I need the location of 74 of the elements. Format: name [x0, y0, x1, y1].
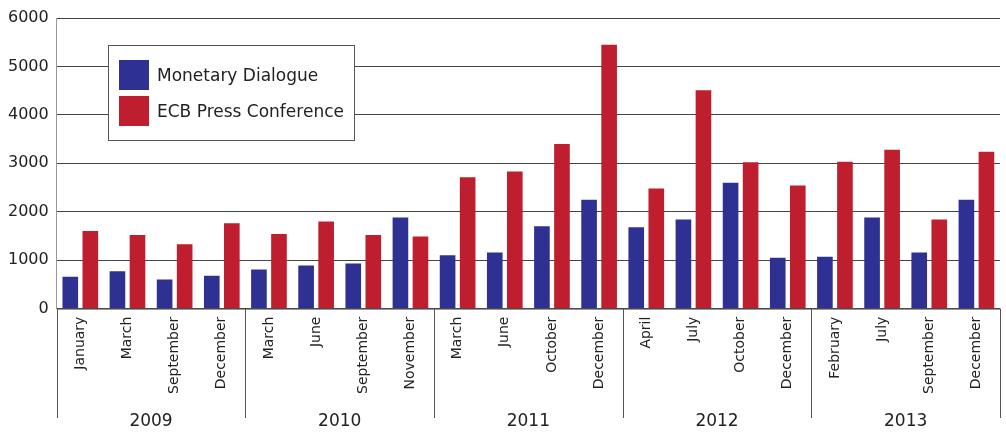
bar	[392, 217, 409, 309]
legend-label: ECB Press Conference	[157, 101, 344, 121]
bar	[224, 223, 240, 309]
x-tick-label: December	[967, 316, 984, 390]
x-tick-label: December	[212, 316, 229, 390]
y-tick-label: 4000	[8, 104, 49, 124]
bar	[789, 185, 806, 309]
text: 2011	[506, 410, 550, 431]
bar	[817, 256, 833, 309]
bar	[318, 221, 334, 309]
bar	[298, 265, 314, 309]
bar	[271, 234, 287, 309]
bar	[958, 199, 975, 309]
bar	[884, 149, 900, 309]
bar	[978, 151, 995, 309]
bar	[203, 275, 220, 309]
x-tick-label: February	[825, 316, 842, 379]
x-tick-label: November	[401, 316, 418, 390]
x-tick-label: September	[353, 316, 370, 395]
x-tick-label: March	[259, 316, 276, 360]
y-tick-label: 1000	[8, 249, 49, 269]
bar	[486, 252, 503, 309]
bar	[82, 231, 99, 309]
bar	[251, 269, 267, 309]
x-tick-label: March	[448, 316, 465, 360]
bar	[439, 255, 456, 309]
bar	[675, 219, 692, 309]
bar	[412, 236, 429, 309]
x-tick-label: March	[118, 316, 135, 360]
bar	[156, 279, 173, 309]
bar	[722, 182, 739, 309]
bar	[109, 271, 126, 309]
y-tick-label: 6000	[8, 7, 49, 27]
x-tick-label: December	[589, 316, 606, 390]
bar	[742, 162, 759, 309]
y-tick-label: 3000	[8, 152, 49, 172]
bar	[129, 234, 146, 309]
bar	[628, 227, 645, 309]
text: 2010	[318, 410, 362, 431]
bar	[534, 226, 550, 309]
x-tick-label: July	[684, 316, 701, 343]
text: 2012	[695, 410, 739, 431]
y-tick-label: 0	[38, 297, 49, 317]
x-tick-label: September	[919, 316, 936, 395]
bar	[554, 143, 570, 309]
bar	[648, 188, 665, 309]
bar	[601, 44, 617, 309]
x-tick-label: January	[70, 316, 87, 371]
x-tick-label: June	[495, 316, 512, 349]
bar	[769, 257, 786, 309]
bar	[176, 244, 193, 309]
y-tick-label: 2000	[8, 200, 49, 220]
legend-label: Monetary Dialogue	[157, 65, 319, 85]
bar	[506, 171, 523, 309]
y-tick-label: 5000	[8, 55, 49, 75]
bar	[459, 177, 476, 309]
bar	[864, 217, 880, 309]
bar	[695, 90, 712, 309]
x-tick-label: October	[731, 316, 748, 373]
x-tick-label: September	[165, 316, 182, 395]
bar	[911, 252, 928, 309]
x-tick-label: October	[542, 316, 559, 373]
bar	[345, 263, 362, 309]
text: 2009	[129, 410, 173, 431]
x-tick-label: December	[778, 316, 795, 390]
bar	[365, 234, 382, 309]
x-tick-label: April	[636, 316, 653, 349]
bar	[581, 199, 597, 309]
x-tick-label: June	[306, 316, 323, 349]
x-tick-label: July	[872, 316, 889, 343]
bar	[62, 276, 79, 309]
bar	[931, 219, 948, 309]
bar	[837, 161, 853, 309]
text: 2013	[884, 410, 928, 431]
